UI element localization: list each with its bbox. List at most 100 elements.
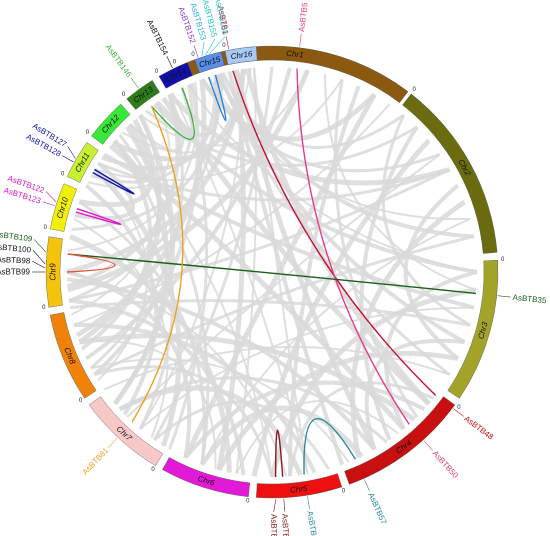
zero-tick-label: 0 <box>413 87 417 93</box>
gene-label: AsBTB100 <box>0 242 32 254</box>
highlighted-links <box>66 68 476 478</box>
chromosome-segment <box>344 396 456 485</box>
background-link <box>68 298 246 476</box>
chromosome-label: Chr16 <box>230 49 253 61</box>
background-link <box>153 66 274 441</box>
gene-leader-line <box>209 36 226 54</box>
gene-label: AsBTB67 <box>269 514 278 536</box>
chromosome-segment <box>162 457 251 497</box>
background-link <box>253 67 309 475</box>
zero-tick-label: 0 <box>173 60 177 66</box>
highlighted-link <box>67 253 476 295</box>
highlighted-link <box>296 68 410 425</box>
gene-label: AsBTB109 <box>0 230 33 244</box>
highlighted-link <box>208 74 227 122</box>
gene-leader-line <box>205 38 216 56</box>
background-link <box>67 69 310 293</box>
background-link <box>235 400 399 475</box>
gene-label: AsBTB48 <box>463 414 496 442</box>
chromosome-segment <box>126 80 160 110</box>
chromosome-segment <box>402 93 498 254</box>
chromosome-segment <box>194 51 225 74</box>
background-link <box>403 183 460 361</box>
zero-tick-label: 0 <box>122 92 126 98</box>
zero-tick-label: 0 <box>342 489 346 495</box>
gene-label: AsBTB50 <box>431 449 461 481</box>
gene-label: AsBTB81 <box>81 446 111 477</box>
gene-label: AsBTB154 <box>145 18 170 57</box>
highlighted-link <box>232 70 437 396</box>
gene-leader-line <box>225 36 229 50</box>
gene-label: AsBTB57 <box>366 491 388 526</box>
highlighted-link <box>66 253 116 273</box>
background-link <box>73 323 317 474</box>
chromosome-segment <box>49 183 78 232</box>
gene-leader-line <box>299 33 302 47</box>
background-link <box>66 271 288 477</box>
gene-leader-line <box>273 498 277 513</box>
background-link <box>168 87 209 451</box>
chromosome-segment <box>224 46 258 65</box>
background-link <box>78 200 206 465</box>
highlighted-link <box>75 208 122 226</box>
background-link <box>73 218 169 439</box>
background-link <box>167 92 451 186</box>
gene-leader-line <box>423 440 433 451</box>
highlighted-link <box>92 168 135 195</box>
gene-leader-line <box>45 191 57 203</box>
gene-leader-line <box>453 408 464 417</box>
background-link <box>121 67 252 154</box>
gene-leader-line <box>67 146 76 159</box>
background-link <box>128 93 185 153</box>
zero-tick-label: 0 <box>191 52 195 58</box>
background-link <box>364 338 465 451</box>
gene-label: AsBTB66 <box>280 513 291 536</box>
zero-tick-label: 0 <box>246 499 250 505</box>
zero-tick-label: 0 <box>79 398 83 404</box>
background-link <box>200 78 441 173</box>
background-link <box>214 74 405 149</box>
chromosome-segment <box>447 259 499 399</box>
background-link <box>155 74 220 137</box>
background-link <box>333 79 419 418</box>
gene-leader-line <box>193 44 199 58</box>
gene-label: AsBTB62 <box>305 510 319 536</box>
gene-label: AsBTB98 <box>0 255 31 266</box>
chromosome-segment <box>66 142 99 183</box>
gene-leader-line <box>201 41 205 57</box>
gene-leader-line <box>42 201 56 206</box>
background-link <box>111 68 246 162</box>
gene-leader-line <box>283 498 285 512</box>
chromosome-segment <box>256 473 343 499</box>
background-link <box>90 84 194 184</box>
gene-leader-line <box>166 56 173 69</box>
background-link <box>217 73 451 376</box>
gene-leader-line <box>108 437 118 448</box>
zero-tick-label: 0 <box>42 305 46 311</box>
gene-leader-line <box>61 155 74 163</box>
highlighted-link <box>303 418 356 475</box>
background-link <box>66 93 180 289</box>
zero-tick-label: 0 <box>44 225 48 231</box>
gene-label: AsBTB35 <box>512 293 547 306</box>
background-link <box>216 350 459 472</box>
background-link <box>77 118 162 345</box>
gene-label: AsBTB146 <box>104 43 134 80</box>
highlighted-link <box>131 105 184 423</box>
zero-tick-label: 0 <box>501 257 505 263</box>
background-link <box>94 365 274 478</box>
chromosome-segment <box>91 103 131 145</box>
zero-tick-label: 0 <box>155 69 159 75</box>
gene-leader-line <box>33 239 47 253</box>
background-link <box>79 123 154 208</box>
gene-leader-line <box>130 77 139 89</box>
gene-leader-line <box>32 250 46 265</box>
background-link <box>201 217 471 466</box>
chromosome-segment <box>45 236 63 308</box>
background-link <box>187 84 478 273</box>
chromosome-label: Chr9 <box>49 263 58 281</box>
chromosome-segment <box>49 312 97 399</box>
background-link <box>220 72 475 239</box>
